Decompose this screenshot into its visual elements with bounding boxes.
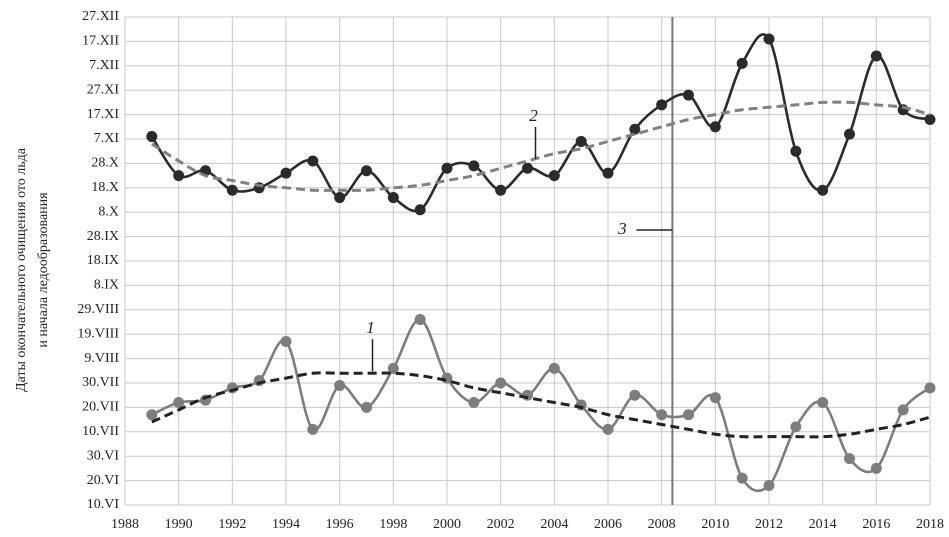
x-tick-label: 2010	[701, 517, 729, 532]
data-point	[146, 409, 158, 421]
data-line	[150, 33, 931, 213]
series-label: 2	[529, 106, 538, 125]
data-point	[602, 167, 614, 179]
data-point	[602, 423, 614, 435]
data-point	[844, 453, 855, 465]
data-point	[709, 121, 721, 133]
y-tick-label: 18.X	[91, 180, 119, 195]
data-point	[387, 192, 399, 204]
data-point	[656, 409, 668, 421]
y-tick-label: 30.VI	[87, 448, 120, 463]
data-point	[870, 50, 882, 62]
data-point	[361, 401, 372, 413]
data-point	[441, 372, 453, 384]
data-point	[897, 404, 909, 416]
data-point	[146, 131, 158, 143]
y-tick-label: 8.X	[98, 204, 119, 219]
x-tick-label: 1988	[111, 517, 139, 532]
data-point	[414, 314, 426, 326]
series-label: 1	[366, 318, 375, 337]
data-point	[683, 409, 694, 421]
x-tick-label: 2016	[862, 517, 890, 532]
x-tick-label: 1994	[272, 517, 300, 532]
x-tick-label: 2014	[809, 517, 837, 532]
x-tick-label: 1998	[379, 517, 407, 532]
data-point	[736, 57, 748, 69]
data-point	[307, 423, 319, 435]
x-tick-label: 2008	[648, 517, 676, 532]
x-tick-label: 1990	[165, 517, 193, 532]
y-tick-label: 8.IX	[94, 278, 119, 293]
data-point	[280, 167, 292, 179]
data-line	[151, 318, 931, 493]
y-tick-label: 28.IX	[87, 229, 119, 244]
data-point	[656, 99, 668, 111]
data-point	[548, 170, 560, 182]
x-tick-label: 2012	[755, 517, 783, 532]
y-tick-label: 28.X	[91, 156, 119, 171]
data-point	[548, 362, 560, 374]
data-point	[495, 184, 507, 196]
data-point	[226, 184, 238, 196]
y-tick-label: 9.VIII	[84, 351, 119, 366]
data-point	[763, 479, 775, 491]
data-point	[924, 382, 936, 394]
data-point	[790, 145, 802, 157]
data-point	[629, 389, 641, 401]
data-point	[629, 123, 641, 135]
y-tick-label: 20.VI	[87, 473, 120, 488]
y-tick-label: 10.VI	[87, 497, 120, 512]
data-point	[870, 462, 882, 474]
x-tick-label: 2002	[487, 517, 515, 532]
data-point	[280, 336, 292, 348]
trend-line	[151, 371, 931, 439]
data-point	[441, 162, 453, 174]
y-tick-label: 17.XI	[87, 107, 120, 122]
y-tick-label: 27.XI	[87, 82, 120, 97]
data-point	[361, 165, 372, 177]
x-tick-label: 2004	[540, 517, 568, 532]
data-point	[334, 379, 346, 391]
data-point	[736, 472, 748, 484]
data-point	[495, 377, 507, 389]
data-point	[468, 160, 480, 172]
data-point	[173, 170, 185, 182]
data-point	[468, 397, 480, 409]
y-axis-label: Даты окончательного очищения ото льда	[14, 147, 29, 392]
y-tick-label: 20.VII	[82, 400, 119, 415]
y-tick-label: 27.XII	[82, 9, 119, 24]
x-tick-label: 1996	[326, 517, 354, 532]
y-axis-label: и начала ледообразования	[36, 192, 51, 348]
data-point	[709, 392, 721, 404]
y-tick-label: 18.IX	[87, 253, 119, 268]
data-point	[790, 421, 802, 433]
y-tick-label: 10.VII	[82, 424, 119, 439]
x-tick-label: 2006	[594, 517, 622, 532]
trend-line	[151, 100, 931, 192]
data-point	[575, 135, 587, 147]
x-tick-label: 1992	[218, 517, 246, 532]
data-point	[387, 362, 399, 374]
y-tick-label: 19.VIII	[77, 326, 119, 341]
data-point	[817, 397, 829, 409]
data-point	[334, 192, 346, 204]
y-tick-label: 30.VII	[82, 375, 119, 390]
y-tick-label: 7.XII	[89, 58, 119, 73]
x-tick-label: 2018	[916, 517, 944, 532]
y-tick-label: 29.VIII	[77, 302, 119, 317]
x-tick-label: 2000	[433, 517, 461, 532]
y-tick-label: 17.XII	[82, 34, 119, 49]
data-point	[414, 204, 426, 216]
data-point	[763, 33, 775, 45]
annotation-label: 3	[617, 219, 627, 238]
data-point	[173, 397, 185, 409]
data-point	[817, 184, 829, 196]
data-point	[924, 113, 936, 125]
data-point	[844, 128, 855, 140]
y-tick-label: 7.XI	[94, 131, 120, 146]
data-point	[683, 89, 694, 101]
data-point	[307, 155, 319, 167]
data-point	[522, 162, 533, 174]
